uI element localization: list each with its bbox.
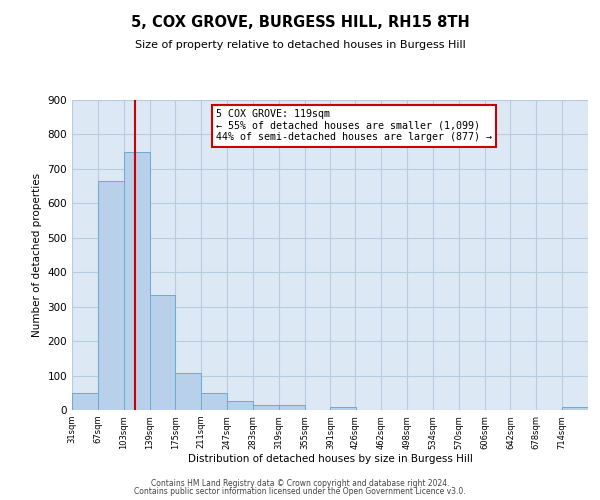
Bar xyxy=(227,402,253,410)
Bar xyxy=(98,181,124,410)
Text: Contains public sector information licensed under the Open Government Licence v3: Contains public sector information licen… xyxy=(134,487,466,496)
Bar xyxy=(149,294,175,410)
Text: Size of property relative to detached houses in Burgess Hill: Size of property relative to detached ho… xyxy=(134,40,466,50)
Bar xyxy=(124,152,149,410)
Bar xyxy=(278,405,305,410)
Text: 5, COX GROVE, BURGESS HILL, RH15 8TH: 5, COX GROVE, BURGESS HILL, RH15 8TH xyxy=(131,15,469,30)
Text: 5 COX GROVE: 119sqm
← 55% of detached houses are smaller (1,099)
44% of semi-det: 5 COX GROVE: 119sqm ← 55% of detached ho… xyxy=(217,110,493,142)
X-axis label: Distribution of detached houses by size in Burgess Hill: Distribution of detached houses by size … xyxy=(188,454,472,464)
Bar xyxy=(201,393,227,410)
Bar xyxy=(253,405,278,410)
Text: Contains HM Land Registry data © Crown copyright and database right 2024.: Contains HM Land Registry data © Crown c… xyxy=(151,478,449,488)
Bar xyxy=(562,406,588,410)
Bar xyxy=(331,406,356,410)
Bar xyxy=(72,393,98,410)
Bar xyxy=(175,373,201,410)
Y-axis label: Number of detached properties: Number of detached properties xyxy=(32,173,42,337)
